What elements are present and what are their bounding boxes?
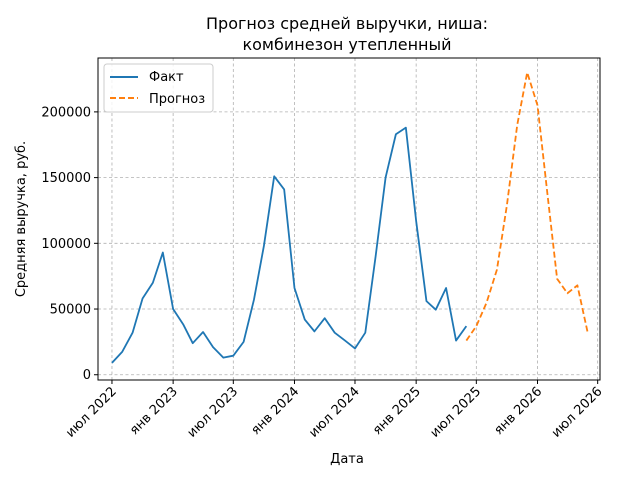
y-tick-label: 200000 [41, 105, 91, 120]
y-tick-label: 0 [83, 368, 91, 383]
series-layer [111, 71, 589, 364]
legend-label-fact: Факт [149, 70, 184, 85]
legend: Факт Прогноз [103, 63, 214, 113]
series-line-fact [111, 126, 468, 364]
chart-title-line-2: комбинезон утепленный [242, 35, 451, 54]
grid-lines [98, 58, 600, 380]
chart-title-line-1: Прогноз средней выручки, ниша: [206, 14, 488, 33]
y-axis-label: Средняя выручка, руб. [14, 141, 29, 297]
y-tick-label: 150000 [41, 171, 91, 186]
y-tick-label: 50000 [50, 303, 91, 318]
plot-frame [97, 57, 601, 381]
y-tick-label: 100000 [41, 237, 91, 252]
y-axis: 0 50000 100000 150000 200000 [41, 105, 98, 383]
x-axis-label: Дата [330, 452, 364, 467]
legend-label-forecast: Прогноз [149, 92, 205, 107]
